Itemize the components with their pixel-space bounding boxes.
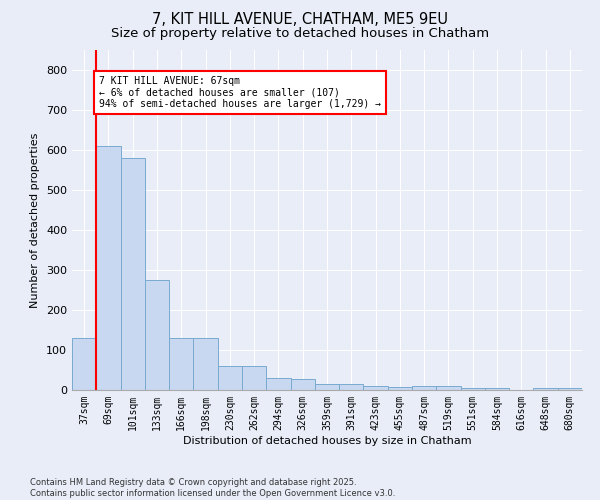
Bar [533, 388, 558, 390]
Y-axis label: Number of detached properties: Number of detached properties [31, 132, 40, 308]
Bar [364, 386, 388, 390]
Bar [266, 378, 290, 390]
Text: Contains HM Land Registry data © Crown copyright and database right 2025.
Contai: Contains HM Land Registry data © Crown c… [30, 478, 395, 498]
Text: Size of property relative to detached houses in Chatham: Size of property relative to detached ho… [111, 28, 489, 40]
Bar [96, 146, 121, 390]
Bar [558, 388, 582, 390]
Bar [485, 388, 509, 390]
Bar [72, 338, 96, 390]
Bar [193, 338, 218, 390]
Bar [145, 280, 169, 390]
Bar [436, 386, 461, 390]
Bar [242, 366, 266, 390]
Bar [290, 379, 315, 390]
X-axis label: Distribution of detached houses by size in Chatham: Distribution of detached houses by size … [182, 436, 472, 446]
Bar [461, 388, 485, 390]
Bar [412, 386, 436, 390]
Bar [218, 366, 242, 390]
Bar [388, 387, 412, 390]
Text: 7 KIT HILL AVENUE: 67sqm
← 6% of detached houses are smaller (107)
94% of semi-d: 7 KIT HILL AVENUE: 67sqm ← 6% of detache… [99, 76, 381, 109]
Bar [121, 158, 145, 390]
Bar [339, 384, 364, 390]
Text: 7, KIT HILL AVENUE, CHATHAM, ME5 9EU: 7, KIT HILL AVENUE, CHATHAM, ME5 9EU [152, 12, 448, 28]
Bar [315, 384, 339, 390]
Bar [169, 338, 193, 390]
